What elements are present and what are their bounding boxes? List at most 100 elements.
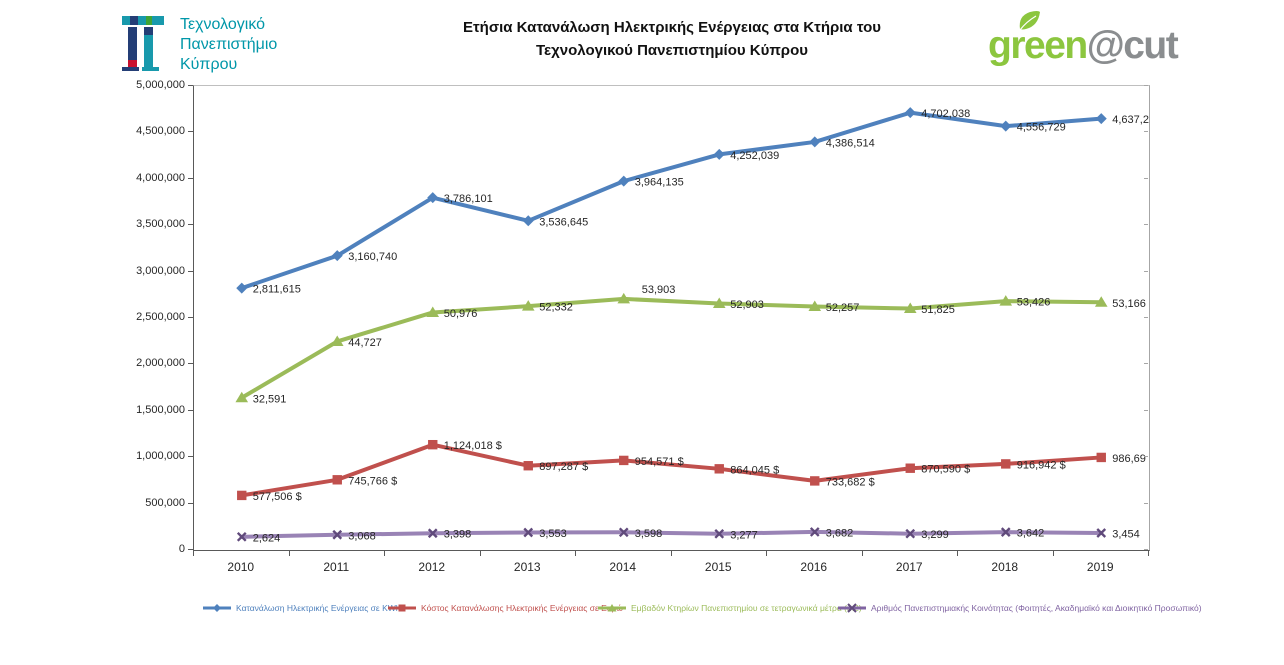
greencut-logo: green@cut — [988, 11, 1179, 70]
series-line — [239, 442, 1104, 498]
university-name-line1: Τεχνολογικό — [180, 16, 266, 33]
data-label: 4,252,039 — [730, 150, 779, 162]
x-marker — [332, 529, 343, 540]
legend-item: Κόστος Κατανάλωσης Ηλεκτρικής Ενέργειας … — [388, 602, 623, 614]
data-label: 3,786,101 — [444, 193, 493, 205]
data-label: 2,811,615 — [253, 284, 301, 296]
x-axis-tick — [957, 550, 958, 556]
series-line — [239, 110, 1104, 291]
data-label: 3,299 — [921, 529, 949, 541]
diamond-marker — [1000, 120, 1012, 132]
x-axis-tick — [1052, 550, 1054, 556]
legend-item: Κατανάλωση Ηλεκτρικής Ενέργειας σε KWh — [203, 602, 401, 614]
line-chart: 2,811,615 3,160,740 3,786,101 3,536,645 3,96… — [194, 85, 1153, 550]
university-name-line2: Πανεπιστήμιο — [180, 36, 278, 53]
x-axis-label: 2017 — [895, 560, 923, 574]
data-label: 3,160,740 — [348, 251, 397, 263]
secondary-axis-tick — [1144, 409, 1148, 411]
x-marker — [523, 527, 534, 538]
square-marker — [619, 455, 629, 466]
secondary-axis-tick — [1144, 224, 1148, 226]
x-axis-label: 2013 — [513, 560, 541, 574]
data-label: 3,682 — [826, 527, 854, 539]
y-axis-tick — [188, 131, 193, 133]
university-logo-icon — [118, 13, 168, 76]
data-label: 745,766 $ — [348, 475, 397, 487]
secondary-axis-tick — [1144, 363, 1148, 365]
y-axis-label: 5,000,000 — [136, 79, 185, 91]
series-line — [239, 296, 1104, 400]
secondary-axis-tick — [1144, 270, 1148, 272]
data-label: 3,598 — [635, 528, 663, 540]
greencut-green-text: green — [988, 24, 1088, 67]
square-marker — [714, 464, 724, 474]
square-marker — [523, 461, 533, 471]
data-label: 53,903 — [642, 284, 676, 296]
y-axis-tick — [188, 317, 193, 318]
data-label: 577,506 $ — [253, 491, 302, 503]
diamond-marker — [809, 136, 821, 148]
data-label: 32,591 — [253, 393, 287, 405]
legend-swatch — [598, 604, 626, 612]
square-marker — [905, 463, 915, 473]
x-axis-tick — [288, 550, 290, 556]
y-axis-label: 2,500,000 — [136, 311, 185, 323]
x-marker — [905, 528, 916, 539]
legend-swatch — [838, 603, 866, 613]
y-axis-tick — [188, 224, 193, 226]
legend-label: Κατανάλωση Ηλεκτρικής Ενέργειας σε KWh — [236, 603, 401, 613]
diamond-marker — [904, 107, 916, 119]
data-label: 2,624 — [253, 532, 281, 544]
data-label: 50,976 — [444, 308, 478, 320]
x-axis-tick — [193, 550, 194, 556]
plot-area — [193, 85, 1150, 551]
y-axis-tick — [188, 177, 193, 179]
x-axis-label: 2012 — [418, 560, 446, 574]
diamond-marker — [1095, 113, 1107, 125]
x-marker — [618, 527, 629, 538]
x-axis-label: 2014 — [609, 560, 637, 574]
secondary-axis-tick — [1144, 131, 1148, 133]
data-label: 53,166 — [1112, 298, 1146, 310]
x-axis-tick — [384, 550, 385, 556]
diamond-marker — [618, 175, 630, 187]
data-label: 897,287 $ — [539, 461, 588, 473]
triangle-marker — [330, 335, 344, 346]
x-axis-tick — [1148, 550, 1149, 556]
y-axis-tick — [188, 409, 193, 411]
secondary-axis-tick — [1144, 456, 1148, 458]
x-axis-label: 2015 — [704, 560, 732, 574]
data-label: 954,571 $ — [635, 456, 684, 468]
y-axis-label: 4,000,000 — [136, 171, 185, 184]
data-label: 52,903 — [730, 299, 764, 311]
x-marker — [427, 528, 438, 539]
data-label: 1,124,018 $ — [444, 440, 502, 452]
x-marker — [236, 531, 247, 542]
triangle-marker — [617, 292, 631, 304]
legend-label: Κόστος Κατανάλωσης Ηλεκτρικής Ενέργειας … — [421, 603, 623, 613]
data-label: 3,398 — [444, 529, 472, 541]
x-axis-label: 2018 — [991, 560, 1019, 574]
university-logo: Τεχνολογικό Πανεπιστήμιο Κύπρου — [118, 13, 277, 76]
data-label: 53,426 — [1017, 297, 1051, 309]
triangle-marker — [1094, 296, 1108, 307]
data-label: 3,642 — [1017, 528, 1045, 540]
y-axis-tick — [188, 363, 193, 365]
data-label: 4,702,038 — [921, 108, 970, 120]
y-axis-tick — [188, 502, 193, 504]
triangle-marker — [426, 306, 440, 317]
square-marker — [428, 439, 438, 450]
data-label: 864,045 $ — [730, 464, 779, 476]
secondary-axis-tick — [1144, 85, 1148, 86]
x-axis-tick — [575, 550, 576, 556]
diamond-marker — [713, 148, 725, 160]
x-axis-label: 2010 — [227, 560, 255, 574]
x-axis-tick — [479, 550, 481, 556]
y-axis-tick — [188, 456, 193, 458]
diamond-marker — [236, 282, 248, 294]
data-label: 4,556,729 — [1017, 122, 1066, 134]
x-marker — [714, 528, 725, 539]
square-marker — [237, 490, 247, 501]
data-label: 916,942 $ — [1017, 459, 1066, 471]
diamond-marker — [427, 192, 439, 204]
